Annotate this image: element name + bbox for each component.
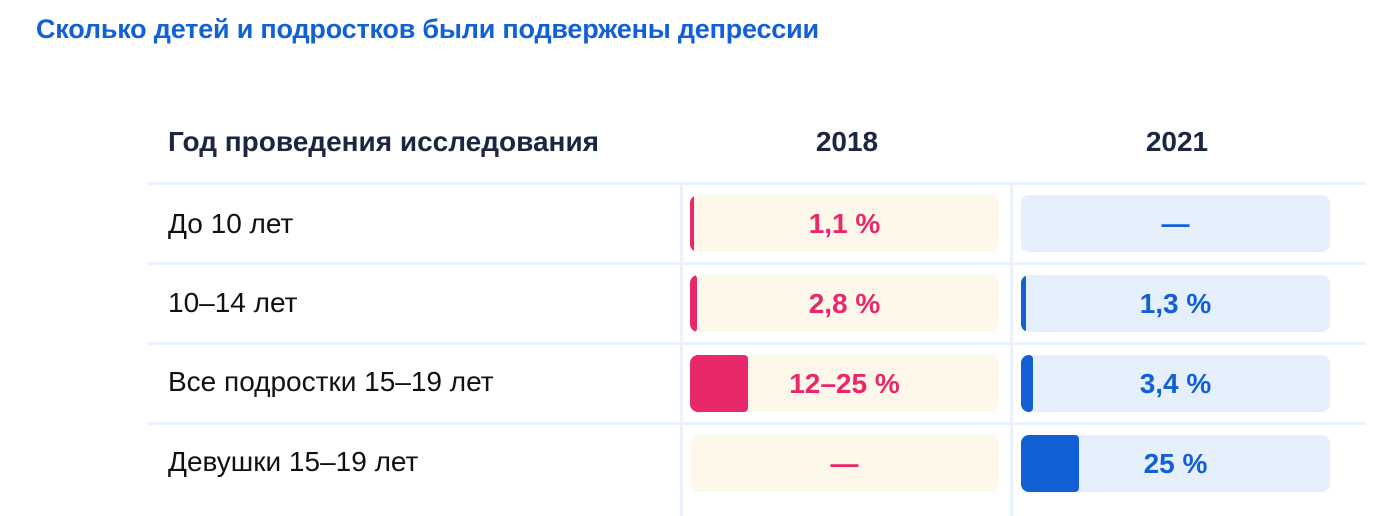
cell-2021: 25 % bbox=[1021, 435, 1330, 492]
value-bar bbox=[690, 355, 748, 412]
value-bar bbox=[690, 275, 697, 332]
row-label: 10–14 лет bbox=[168, 287, 298, 318]
column-divider bbox=[680, 182, 683, 516]
value-text: 12–25 % bbox=[789, 368, 900, 399]
row-label: Девушки 15–19 лет bbox=[168, 446, 419, 477]
value-bar bbox=[1021, 355, 1033, 412]
value-bar bbox=[1021, 435, 1079, 492]
value-text: 25 % bbox=[1143, 448, 1208, 479]
chart-title: Сколько детей и подростков были подверже… bbox=[36, 14, 819, 44]
divider bbox=[148, 262, 1366, 265]
divider bbox=[148, 182, 1366, 185]
value-bar bbox=[690, 195, 694, 252]
value-text: — bbox=[1161, 208, 1190, 239]
value-text: 2,8 % bbox=[808, 288, 881, 319]
cell-2021: 3,4 % bbox=[1021, 355, 1330, 412]
header-year-2021: 2021 bbox=[1145, 126, 1209, 157]
value-text: 1,3 % bbox=[1139, 288, 1212, 319]
cell-2018: 1,1 % bbox=[690, 195, 999, 252]
row-label: Все подростки 15–19 лет bbox=[168, 366, 494, 397]
column-divider bbox=[1010, 182, 1013, 516]
cell-2018: — bbox=[690, 435, 999, 492]
header-year-2018: 2018 bbox=[815, 126, 879, 157]
cell-2021: 1,3 % bbox=[1021, 275, 1330, 332]
value-bar bbox=[1021, 275, 1026, 332]
value-text: — bbox=[830, 448, 859, 479]
value-text: 1,1 % bbox=[808, 208, 881, 239]
cell-2018: 12–25 % bbox=[690, 355, 999, 412]
row-label: До 10 лет bbox=[168, 208, 294, 239]
divider bbox=[148, 422, 1366, 425]
header-label: Год проведения исследования bbox=[168, 126, 599, 157]
value-text: 3,4 % bbox=[1139, 368, 1212, 399]
cell-2021: — bbox=[1021, 195, 1330, 252]
divider bbox=[148, 342, 1366, 345]
cell-2018: 2,8 % bbox=[690, 275, 999, 332]
